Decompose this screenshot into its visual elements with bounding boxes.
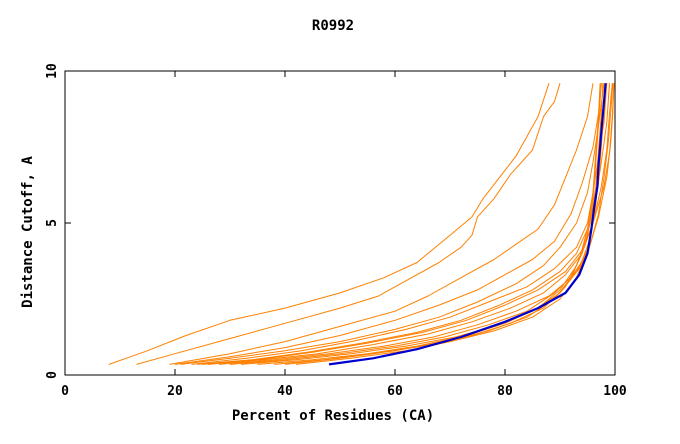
series-layer	[108, 83, 615, 366]
series-line	[284, 83, 604, 365]
series-line	[257, 83, 602, 365]
series-line	[191, 83, 608, 365]
series-line	[295, 83, 607, 365]
series-line	[218, 83, 615, 365]
chart-title: R0992	[312, 18, 354, 34]
y-axis-label: Distance Cutoff, A	[20, 156, 36, 308]
x-axis-label: Percent of Residues (CA)	[232, 408, 434, 424]
plot-frame	[64, 70, 616, 376]
x-tick-label: 80	[497, 384, 513, 399]
series-line-highlight	[328, 83, 607, 366]
series-line	[229, 83, 614, 365]
x-tick-label: 0	[61, 384, 69, 399]
y-tick-label: 0	[45, 371, 60, 379]
series-line	[136, 83, 561, 365]
x-tick-label: 40	[277, 384, 293, 399]
y-tick-label: 5	[45, 219, 60, 227]
y-tick-label: 10	[45, 63, 60, 79]
series-line	[207, 83, 615, 365]
x-axis: 0 20 40 60 80 100	[61, 71, 627, 399]
x-tick-label: 100	[603, 384, 627, 399]
series-line	[180, 83, 605, 365]
series-line	[202, 83, 613, 365]
x-tick-label: 20	[167, 384, 183, 399]
plot-border	[64, 70, 616, 376]
x-tick-label: 60	[387, 384, 403, 399]
series-line	[240, 83, 608, 365]
series-line	[169, 83, 594, 365]
series-line	[174, 83, 602, 365]
series-line	[108, 83, 550, 365]
y-axis: 0 5 10	[45, 63, 615, 379]
series-line	[273, 83, 601, 365]
series-line	[196, 83, 610, 365]
